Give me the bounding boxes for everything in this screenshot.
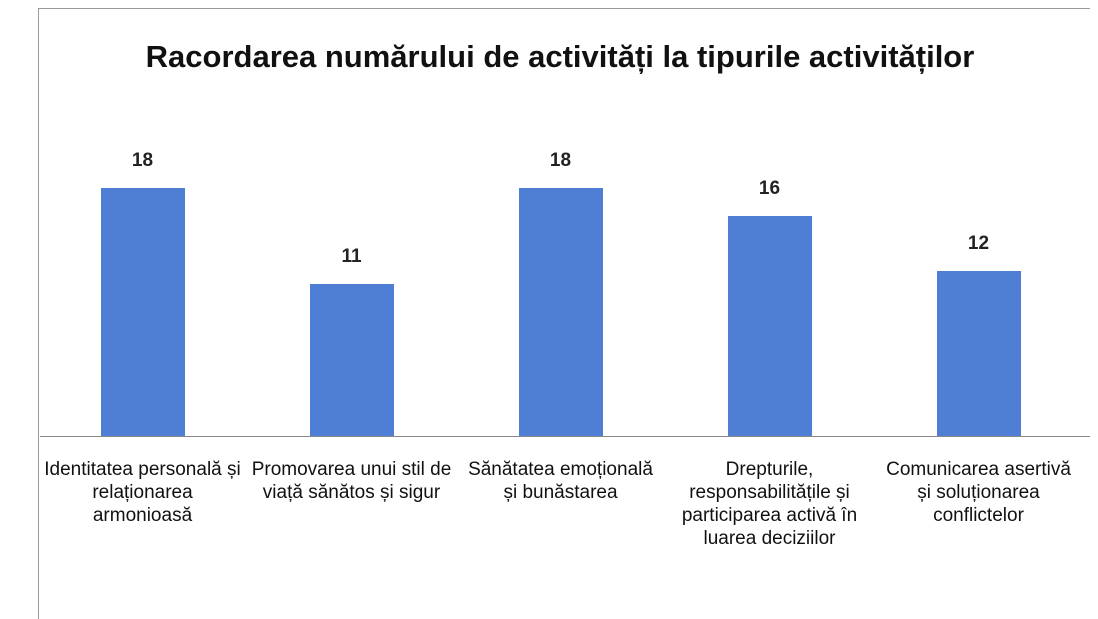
value-label: 16 <box>758 177 781 199</box>
x-tick-label: Identitatea personală și relaționarea ar… <box>44 459 241 526</box>
x-tick-label: Sănătatea emoțională și bunăstarea <box>468 459 653 503</box>
bar <box>727 215 812 436</box>
chart-frame <box>38 8 1090 619</box>
x-tick-label: Comunicarea asertivă și soluționarea con… <box>886 459 1071 526</box>
chart-title: Racordarea numărului de activități la ti… <box>145 39 975 74</box>
bar <box>936 270 1021 436</box>
value-label: 11 <box>341 246 362 268</box>
x-axis-line <box>40 436 1090 437</box>
bar <box>100 188 185 436</box>
bar <box>518 188 603 436</box>
value-label: 12 <box>967 232 990 254</box>
value-label: 18 <box>549 150 572 171</box>
x-tick-label: Drepturile, responsabilitățile și partic… <box>681 459 858 549</box>
bar <box>309 284 394 436</box>
value-label: 18 <box>131 150 154 171</box>
x-tick-label: Promovarea unui stil de viață sănătos și… <box>251 459 452 503</box>
